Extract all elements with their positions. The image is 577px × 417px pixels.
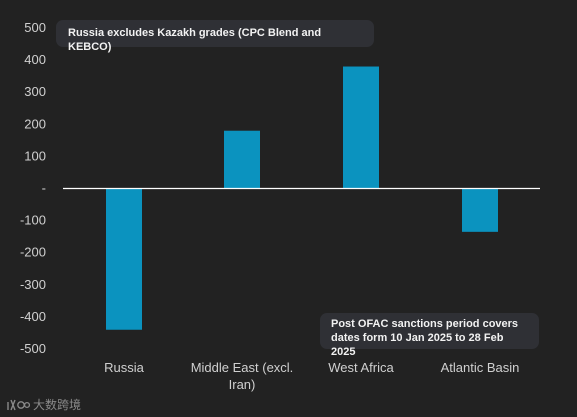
y-tick-label: 500 <box>24 20 46 35</box>
y-tick-label: -100 <box>20 213 46 228</box>
bar-1 <box>224 130 260 189</box>
bar-0 <box>106 188 142 330</box>
bar-3 <box>462 188 498 232</box>
watermark-logo-icon <box>7 399 30 410</box>
y-tick-label: - <box>42 181 46 196</box>
y-tick-label: 300 <box>24 84 46 99</box>
y-tick-label: -200 <box>20 245 46 260</box>
annotation-period-note: Post OFAC sanctions period covers dates … <box>320 313 539 358</box>
x-tick-label: Russia <box>104 360 145 375</box>
annotation-russia-note: Russia excludes Kazakh grades (CPC Blend… <box>56 20 374 53</box>
y-tick-label: 400 <box>24 52 46 67</box>
y-tick-label: 100 <box>24 148 46 163</box>
y-tick-label: -400 <box>20 309 46 324</box>
x-tick-label: West Africa <box>328 360 394 375</box>
bar-2 <box>343 66 379 189</box>
watermark-text: 大数跨境 <box>33 398 82 412</box>
x-tick-label: Atlantic Basin <box>441 360 520 375</box>
x-tick-label: Middle East (excl. Iran) <box>191 360 294 392</box>
y-tick-label: -500 <box>20 341 46 356</box>
y-tick-label: 200 <box>24 116 46 131</box>
y-tick-label: -300 <box>20 277 46 292</box>
watermark: 大数跨境 <box>6 396 81 413</box>
